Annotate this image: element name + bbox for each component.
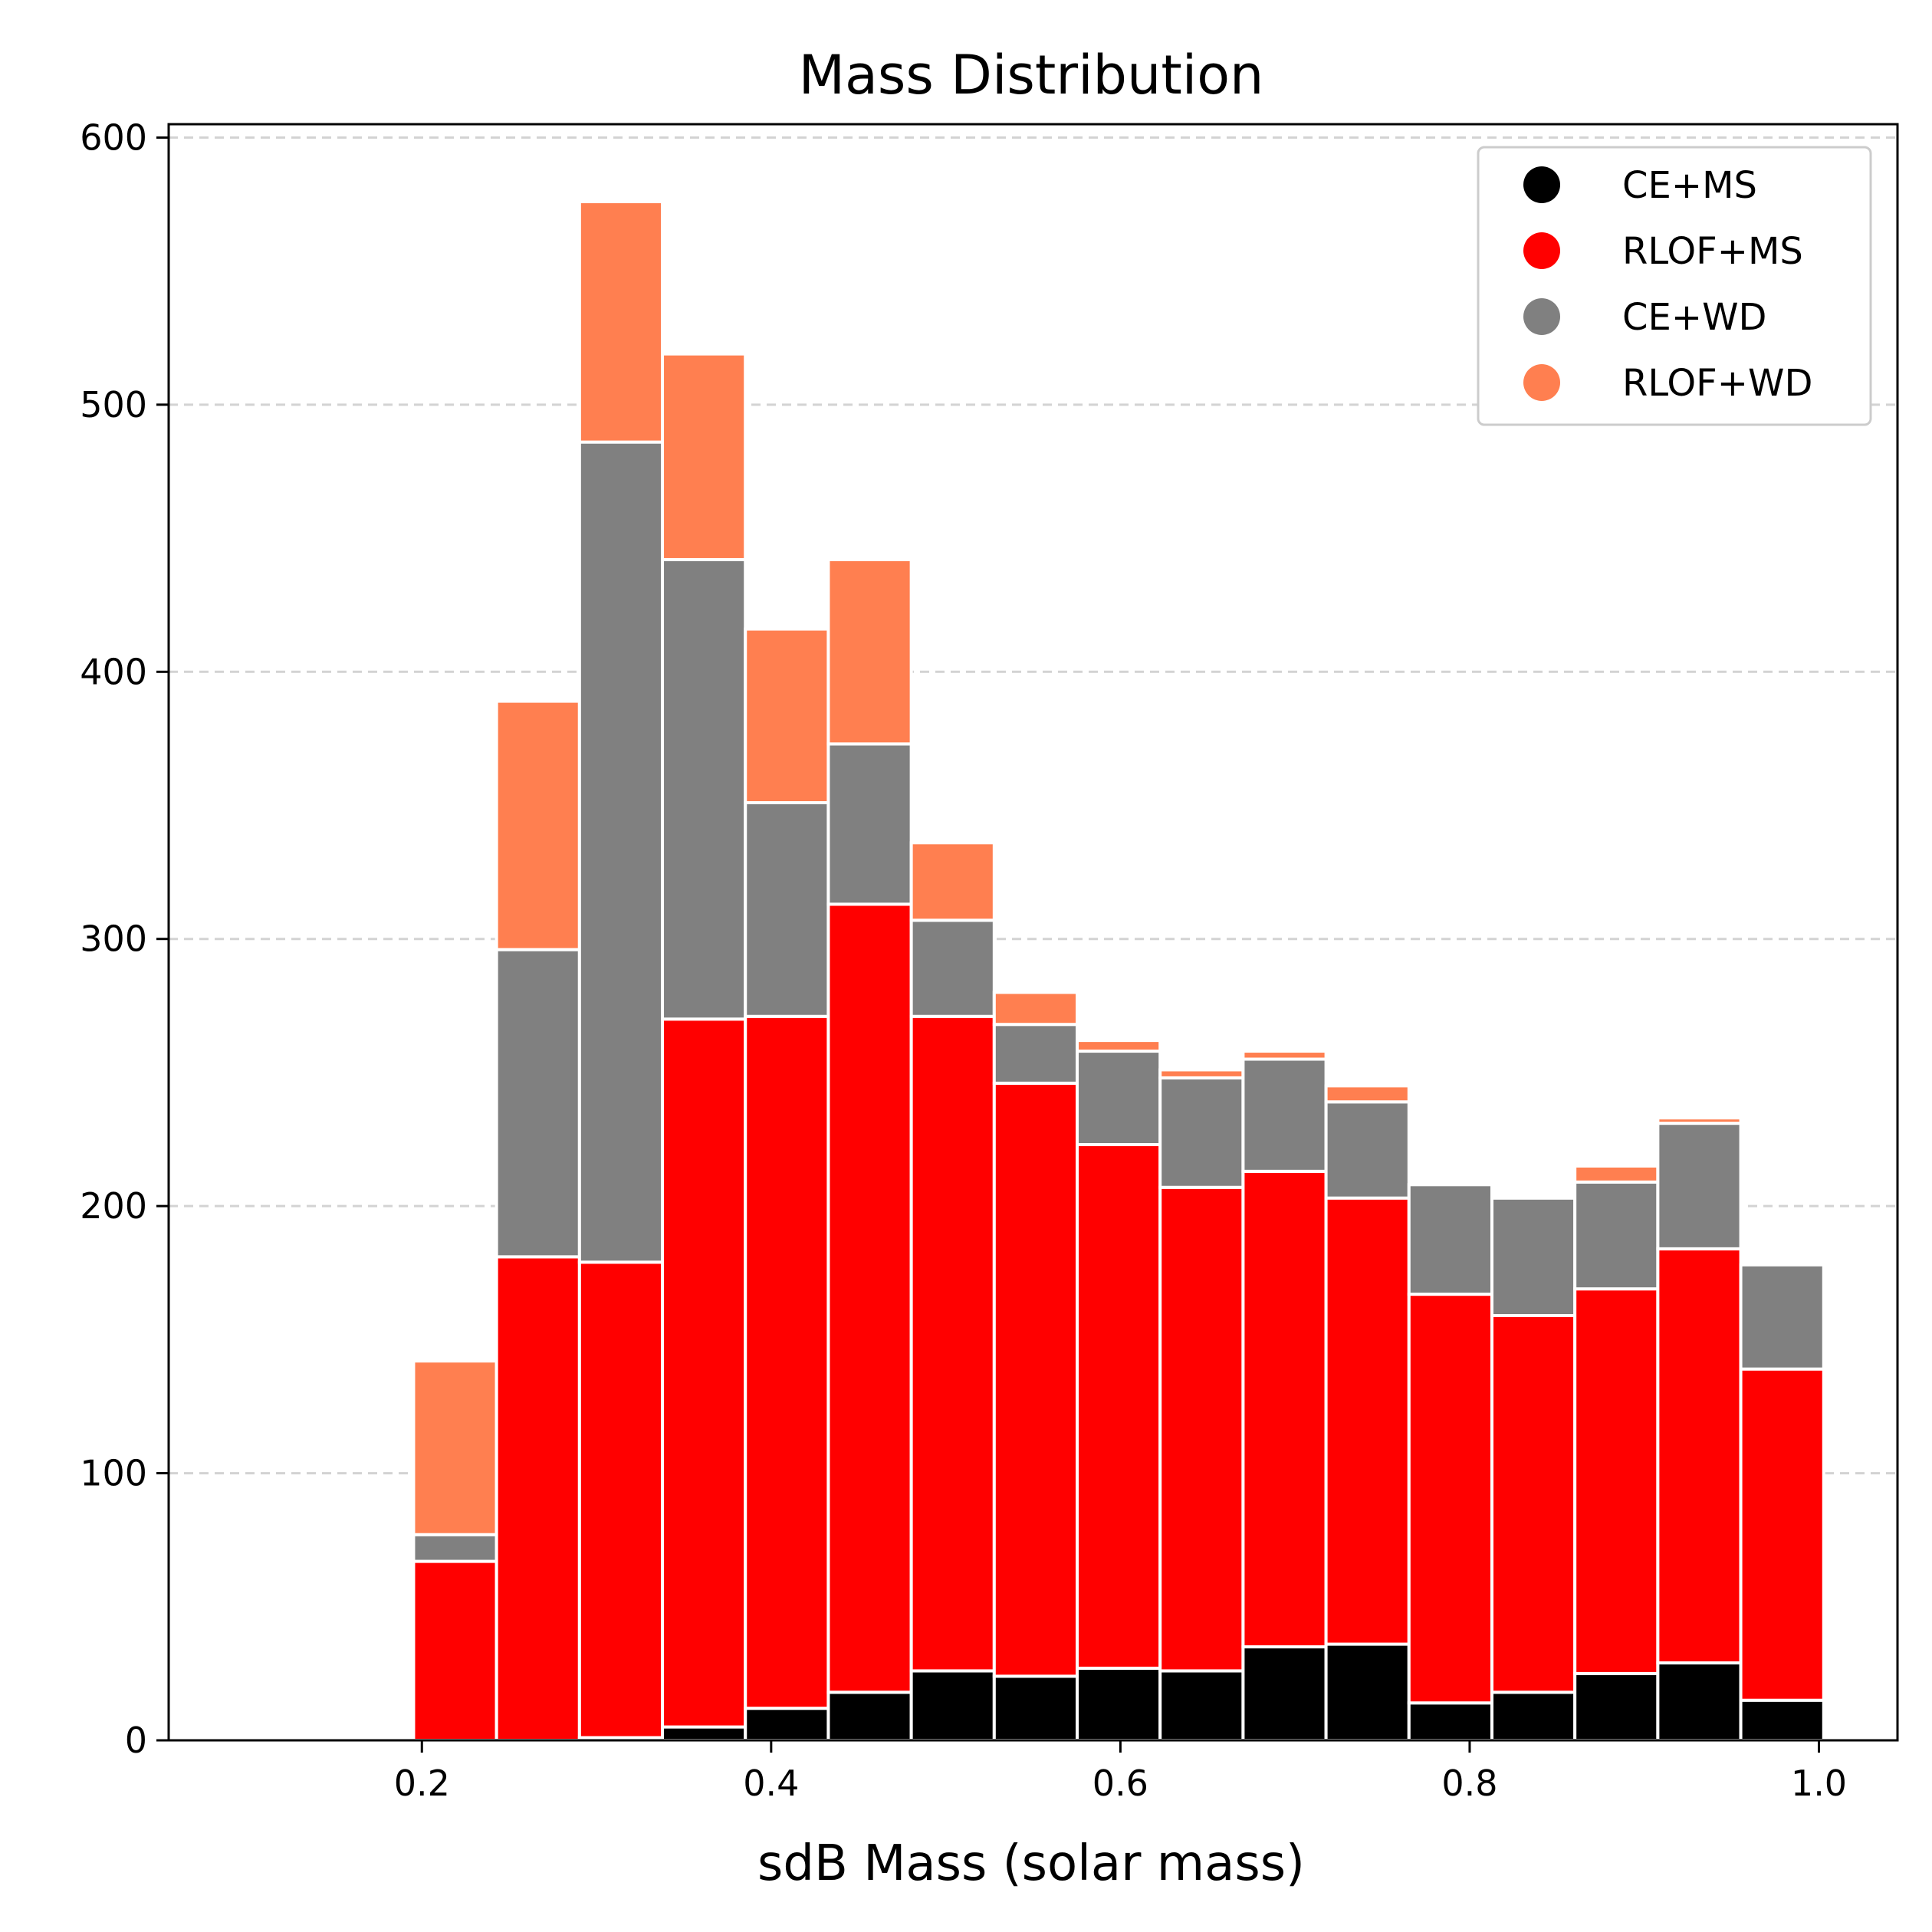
bar-rlof-ms xyxy=(1739,1367,1825,1702)
x-axis-label: sdB Mass (solar mass) xyxy=(757,1835,1305,1892)
bar-rlof-wd xyxy=(1573,1164,1660,1184)
plot-area-frame xyxy=(167,123,1899,1742)
y-tick-label: 100 xyxy=(80,1453,147,1494)
bar-rlof-wd xyxy=(1241,1050,1328,1061)
bar-rlof-wd xyxy=(661,352,748,561)
bar-ce-wd xyxy=(1573,1180,1660,1291)
bar-ce-ms xyxy=(1573,1671,1660,1743)
bar-ce-wd xyxy=(1324,1100,1411,1200)
bar-rlof-wd xyxy=(495,699,581,951)
legend-marker-rlof-ms xyxy=(1523,232,1560,269)
bar-ce-ms xyxy=(1076,1666,1162,1743)
bar-ce-wd xyxy=(1241,1057,1328,1173)
bar-rlof-wd xyxy=(992,991,1079,1027)
bar-rlof-wd xyxy=(744,627,830,805)
bar-ce-wd xyxy=(1407,1183,1493,1296)
y-tick-label: 300 xyxy=(80,918,147,960)
x-tick-label: 0.8 xyxy=(1441,1763,1497,1804)
bar-rlof-wd xyxy=(909,841,996,922)
bar-rlof-wd xyxy=(1076,1039,1162,1053)
bar-rlof-ms xyxy=(992,1081,1079,1678)
legend-marker-rlof-wd xyxy=(1523,364,1560,401)
bar-rlof-wd xyxy=(1490,1194,1577,1200)
y-tick-label: 200 xyxy=(80,1185,147,1227)
bar-rlof-ms xyxy=(826,902,913,1694)
bar-rlof-wd xyxy=(1158,1068,1245,1079)
bar-ce-ms xyxy=(661,1725,748,1743)
legend-box xyxy=(1477,146,1872,426)
bar-rlof-ms xyxy=(661,1017,748,1729)
legend-label-ce-ms: CE+MS xyxy=(1622,164,1757,207)
legend: CE+MS RLOF+MS CE+WD RLOF+WD xyxy=(1477,146,1872,426)
y-tick-label: 0 xyxy=(125,1720,147,1761)
bar-rlof-ms xyxy=(1241,1169,1328,1649)
bar-ce-wd xyxy=(992,1023,1079,1085)
bar-ce-wd xyxy=(495,948,581,1259)
bar-rlof-ms xyxy=(1076,1143,1162,1670)
stacked-bars xyxy=(412,200,1825,1743)
bar-rlof-ms xyxy=(1324,1196,1411,1646)
x-tick-label: 1.0 xyxy=(1791,1763,1847,1804)
x-tick-label: 0.2 xyxy=(394,1763,450,1804)
legend-label-rlof-ms: RLOF+MS xyxy=(1622,230,1803,273)
bar-rlof-ms xyxy=(744,1014,830,1710)
legend-label-rlof-wd: RLOF+WD xyxy=(1622,362,1812,405)
bar-ce-wd xyxy=(661,557,748,1021)
y-tick-label: 500 xyxy=(80,384,147,426)
x-tick-label: 0.4 xyxy=(743,1763,799,1804)
bar-ce-ms xyxy=(1656,1661,1743,1742)
bar-ce-wd xyxy=(909,918,996,1018)
bar-rlof-wd xyxy=(577,200,665,444)
bar-ce-wd xyxy=(1739,1263,1825,1371)
y-tick-label: 600 xyxy=(80,117,147,158)
bar-ce-wd xyxy=(1076,1050,1162,1147)
bar-rlof-ms xyxy=(1158,1185,1245,1673)
bar-ce-ms xyxy=(1241,1645,1328,1742)
bar-rlof-ms xyxy=(495,1255,581,1742)
bar-ce-wd xyxy=(744,801,830,1018)
bar-ce-wd xyxy=(1490,1196,1577,1317)
bar-ce-wd xyxy=(1158,1076,1245,1189)
bar-ce-ms xyxy=(744,1707,830,1743)
bar-rlof-wd xyxy=(412,1359,498,1536)
bar-ce-ms xyxy=(1158,1669,1245,1742)
bar-rlof-wd xyxy=(826,557,913,746)
bar-rlof-wd xyxy=(1656,1116,1743,1125)
y-axis-ticks: 0 100 200 300 400 500 600 xyxy=(80,117,169,1761)
bar-rlof-ms xyxy=(1407,1293,1493,1705)
y-tick-label: 400 xyxy=(80,651,147,692)
bar-ce-ms xyxy=(1490,1691,1577,1743)
x-axis-ticks: 0.2 0.4 0.6 0.8 1.0 xyxy=(394,1740,1847,1804)
bar-rlof-ms xyxy=(412,1559,498,1743)
chart-title: Mass Distribution xyxy=(799,44,1264,107)
bar-ce-ms xyxy=(1324,1642,1411,1742)
bar-ce-ms xyxy=(826,1691,913,1743)
bar-rlof-ms xyxy=(1656,1247,1743,1664)
bar-ce-wd xyxy=(577,440,665,1264)
bar-ce-wd xyxy=(1656,1122,1743,1250)
legend-marker-ce-wd xyxy=(1523,298,1560,335)
legend-label-ce-wd: CE+WD xyxy=(1622,296,1766,339)
bar-ce-ms xyxy=(909,1669,996,1742)
bar-rlof-ms xyxy=(1573,1287,1660,1675)
bar-ce-ms xyxy=(992,1674,1079,1743)
bar-ce-ms xyxy=(1739,1698,1825,1743)
bar-rlof-ms xyxy=(577,1260,665,1740)
bar-ce-wd xyxy=(826,742,913,906)
legend-marker-ce-ms xyxy=(1523,166,1560,203)
bar-rlof-ms xyxy=(909,1014,996,1673)
bar-rlof-wd xyxy=(1324,1084,1411,1104)
bar-ce-ms xyxy=(1407,1701,1493,1742)
x-tick-label: 0.6 xyxy=(1092,1763,1148,1804)
bar-rlof-ms xyxy=(1490,1313,1577,1694)
bar-ce-wd xyxy=(412,1533,498,1563)
